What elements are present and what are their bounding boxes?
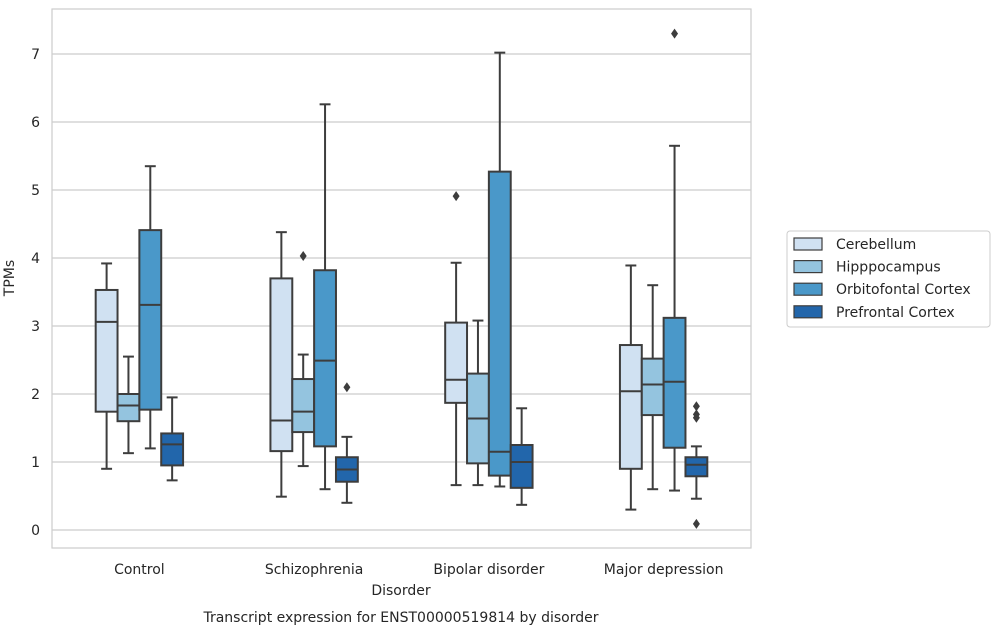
box-iqr [313, 269, 337, 448]
y-tick-label: 5 [31, 183, 40, 199]
box-iqr [269, 277, 294, 453]
legend-label: Hipppocampus [836, 260, 941, 276]
box-cerebellum [269, 231, 294, 498]
box-cerebellum [94, 262, 119, 470]
box-iqr [94, 288, 119, 413]
legend-swatch [793, 237, 823, 251]
x-tick-label: Major depression [604, 562, 724, 578]
legend: Cerebellum Hipppocampus Orbitofontal Corte… [786, 230, 991, 328]
box-prefrontal-cortex [509, 407, 534, 506]
outlier-point [692, 401, 700, 412]
box-iqr [662, 316, 687, 449]
y-tick-label: 4 [31, 251, 40, 267]
y-tick-label: 0 [31, 523, 40, 539]
legend-item: Prefrontal Cortex [793, 305, 955, 321]
outlier-point [671, 28, 679, 39]
box-iqr [618, 344, 643, 470]
box-iqr [640, 357, 665, 417]
box-orbitofontal-cortex [662, 28, 687, 492]
box-iqr [160, 432, 185, 467]
y-tick-label: 2 [31, 387, 40, 403]
box-iqr [487, 170, 512, 477]
outlier-point [692, 518, 700, 529]
x-axis-label: Disorder [371, 583, 431, 599]
boxes [94, 28, 709, 529]
legend-label: Orbitofontal Cortex [836, 282, 971, 298]
outlier-point [452, 191, 460, 202]
box-hipppocampus [116, 355, 141, 455]
legend-frame [786, 230, 991, 328]
x-tick-label: Schizophrenia [265, 562, 363, 578]
box-orbitofontal-cortex [138, 165, 163, 450]
y-axis-label: TPMs [2, 260, 18, 297]
y-tick-label: 7 [31, 47, 40, 63]
outlier-point [692, 412, 700, 423]
outlier-point [299, 250, 307, 261]
legend-swatch [793, 282, 823, 296]
y-tick-label: 6 [31, 115, 40, 131]
y-tick-label: 1 [31, 455, 40, 471]
chart-caption: Transcript expression for ENST0000051981… [202, 610, 598, 626]
box-orbitofontal-cortex [487, 51, 512, 488]
box-iqr [684, 456, 709, 478]
legend-label: Cerebellum [836, 237, 916, 253]
x-tick-labels: Control Schizophrenia Bipolar disorder Majo… [114, 562, 723, 578]
legend-item: Orbitofontal Cortex [793, 282, 971, 298]
box-hipppocampus [291, 250, 316, 468]
box-hipppocampus [466, 319, 490, 487]
box-cerebellum [444, 191, 469, 487]
outlier-point [343, 382, 351, 393]
legend-swatch [793, 260, 823, 274]
box-prefrontal-cortex [160, 396, 185, 482]
legend-item: Hipppocampus [793, 260, 941, 276]
y-tick-labels: 0 1 2 3 4 5 6 7 [31, 47, 40, 539]
box-prefrontal-cortex [684, 401, 709, 529]
plot-frame [51, 8, 752, 549]
box-iqr [444, 321, 469, 404]
legend-item: Cerebellum [793, 237, 916, 253]
box-iqr [138, 229, 163, 411]
y-tick-label: 3 [31, 319, 40, 335]
box-prefrontal-cortex [334, 382, 359, 504]
box-hipppocampus [640, 284, 665, 491]
legend-label: Prefrontal Cortex [836, 305, 955, 321]
x-tick-label: Control [114, 562, 165, 578]
x-tick-label: Bipolar disorder [433, 562, 544, 578]
box-orbitofontal-cortex [313, 103, 337, 491]
box-iqr [509, 444, 534, 489]
box-iqr [116, 393, 141, 423]
box-iqr [291, 378, 316, 434]
legend-swatch [793, 305, 823, 319]
